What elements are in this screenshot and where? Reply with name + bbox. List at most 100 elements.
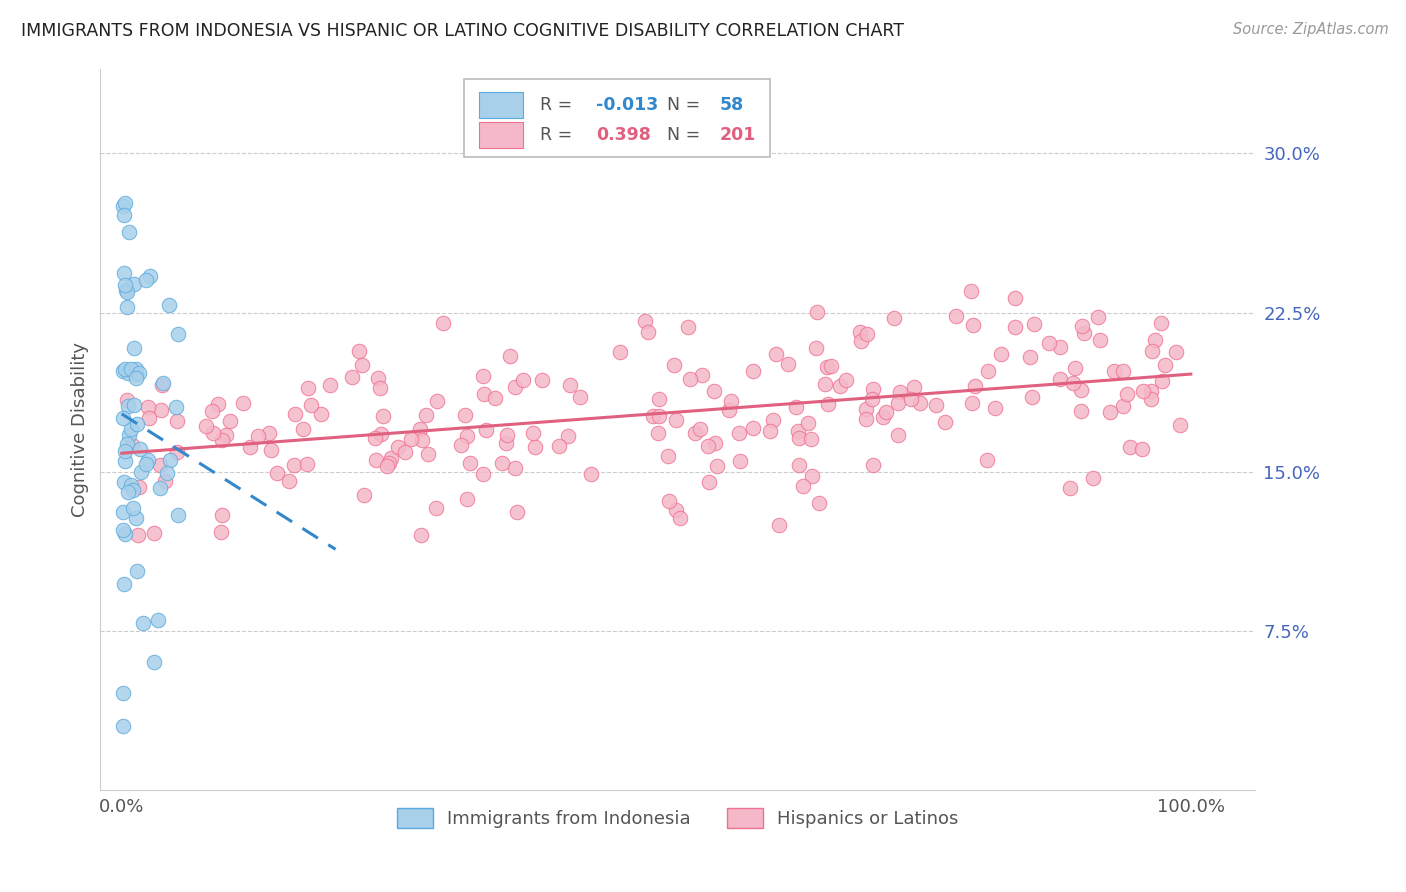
Point	[138, 411, 160, 425]
Point	[925, 398, 948, 412]
Point	[960, 284, 983, 298]
Point	[1004, 319, 1026, 334]
Point	[122, 277, 145, 291]
Point	[201, 404, 224, 418]
Point	[368, 380, 391, 394]
Point	[350, 358, 373, 372]
Point	[409, 528, 432, 542]
Point	[1004, 292, 1026, 306]
Point	[1140, 343, 1163, 358]
Point	[579, 467, 602, 482]
Point	[889, 385, 911, 400]
Point	[156, 466, 179, 480]
Point	[785, 400, 807, 414]
Point	[194, 419, 217, 434]
Point	[214, 427, 236, 442]
Point	[728, 453, 751, 467]
Point	[112, 411, 135, 425]
Point	[887, 428, 910, 442]
Point	[776, 357, 799, 371]
Text: R =: R =	[540, 95, 572, 113]
Point	[401, 432, 423, 446]
Point	[211, 433, 233, 447]
Point	[114, 527, 136, 541]
Point	[131, 465, 153, 479]
Point	[117, 437, 139, 451]
Point	[503, 380, 526, 394]
Point	[862, 383, 884, 397]
Point	[908, 396, 931, 410]
Point	[266, 466, 288, 480]
Point	[166, 444, 188, 458]
Point	[387, 440, 409, 454]
Point	[257, 425, 280, 440]
Point	[609, 344, 631, 359]
Point	[1132, 384, 1154, 398]
Point	[155, 474, 177, 488]
Point	[900, 392, 922, 407]
Point	[114, 444, 136, 458]
Point	[425, 393, 447, 408]
Point	[342, 369, 364, 384]
Point	[416, 447, 439, 461]
Text: -0.013: -0.013	[596, 95, 658, 113]
Point	[117, 300, 139, 314]
Point	[283, 458, 305, 473]
Point	[347, 344, 370, 359]
Point	[522, 426, 544, 441]
FancyBboxPatch shape	[479, 92, 523, 118]
Point	[1144, 333, 1167, 347]
Point	[353, 488, 375, 502]
Point	[201, 426, 224, 441]
Point	[128, 366, 150, 380]
Point	[679, 372, 702, 386]
Point	[1070, 384, 1092, 398]
Point	[965, 378, 987, 392]
Point	[703, 384, 725, 398]
Point	[117, 484, 139, 499]
Point	[557, 428, 579, 442]
Point	[124, 398, 146, 412]
Point	[111, 199, 134, 213]
Point	[759, 424, 782, 438]
Point	[1062, 376, 1084, 390]
Point	[150, 377, 173, 392]
Point	[117, 366, 139, 380]
Point	[209, 524, 232, 539]
Point	[689, 422, 711, 436]
Point	[977, 364, 1000, 378]
Point	[1112, 399, 1135, 413]
Point	[1018, 351, 1040, 365]
Point	[945, 309, 967, 323]
Point	[962, 318, 984, 332]
Point	[135, 273, 157, 287]
Point	[676, 320, 699, 334]
Point	[648, 409, 671, 423]
Point	[797, 416, 820, 430]
Point	[1059, 481, 1081, 495]
Point	[1099, 405, 1122, 419]
Point	[319, 377, 342, 392]
Point	[472, 387, 495, 401]
Point	[787, 458, 810, 472]
Point	[647, 425, 669, 440]
Point	[727, 426, 749, 441]
Point	[984, 401, 1007, 416]
Legend: Immigrants from Indonesia, Hispanics or Latinos: Immigrants from Indonesia, Hispanics or …	[389, 801, 966, 835]
Point	[121, 483, 143, 497]
Point	[149, 481, 172, 495]
Point	[887, 395, 910, 409]
Point	[456, 491, 478, 506]
Point	[860, 392, 883, 406]
Point	[484, 392, 506, 406]
Point	[643, 409, 665, 423]
Point	[1154, 359, 1177, 373]
Point	[114, 266, 136, 280]
Point	[166, 414, 188, 428]
Point	[207, 397, 229, 411]
Point	[367, 370, 389, 384]
Point	[114, 475, 136, 490]
Point	[411, 433, 433, 447]
Point	[219, 414, 242, 428]
Point	[415, 409, 437, 423]
